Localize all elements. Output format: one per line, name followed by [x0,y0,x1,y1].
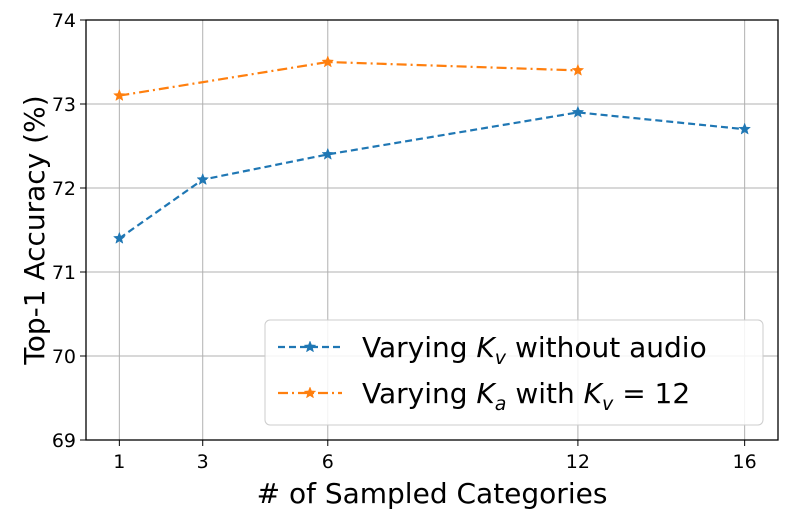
legend-label-part: with [506,377,583,410]
legend-entry: Varying Kv without audio [278,331,707,369]
ticks: 1 3 6 12 16 69 70 71 72 73 74 [52,10,757,473]
legend-label: Varying Ka with Kv = 12 [362,377,690,415]
legend-label: Varying Kv without audio [362,331,707,369]
y-tick-label: 69 [52,430,76,452]
data-point-marker [321,55,335,68]
data-point-marker [571,63,585,76]
y-tick-label: 70 [52,346,76,368]
series-layer [112,55,752,244]
legend-label-variable: K [476,377,497,410]
data-point-marker [112,88,126,102]
legend-box [264,319,764,426]
legend-label-part: Varying [362,377,476,410]
legend-marker [303,386,317,399]
legend: Varying Kv without audio Varying Ka with … [264,319,764,426]
y-tick-label: 73 [52,94,76,116]
series-line [118,111,745,240]
legend-label-subscript: v [495,347,507,369]
x-tick-label: 3 [197,451,209,473]
legend-label-part: without audio [506,331,707,364]
plot-frame [85,19,779,441]
legend-label-variable: K [476,331,497,364]
legend-label-part: = 12 [613,377,690,410]
series-0 [112,105,752,244]
series-1 [112,55,585,102]
legend-marker [303,340,317,353]
y-tick-label: 74 [52,10,76,32]
x-tick-label: 12 [566,451,590,473]
y-tick-label: 72 [52,178,76,200]
legend-entry: Varying Ka with Kv = 12 [278,377,690,415]
x-tick-label: 1 [113,451,125,473]
x-axis-title: # of Sampled Categories [257,477,608,510]
legend-label-part: Varying [362,331,476,364]
data-point-marker [738,122,752,135]
x-tick-label: 6 [322,451,334,473]
data-point-marker [321,147,335,160]
legend-label-subscript: a [495,393,507,415]
series-line [119,60,578,97]
legend-label-variable: K [584,377,605,410]
x-tick-label: 16 [733,451,757,473]
data-point-marker [196,172,210,186]
data-point-marker [571,105,585,118]
legend-label-subscript: v [602,393,614,415]
data-point-marker [112,231,126,244]
y-axis-title: Top-1 Accuracy (%) [18,95,51,365]
y-tick-label: 71 [52,262,76,284]
